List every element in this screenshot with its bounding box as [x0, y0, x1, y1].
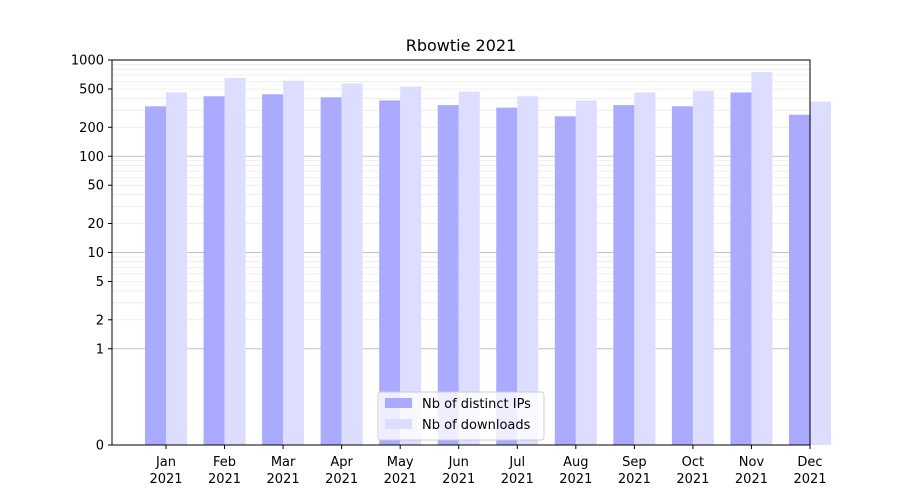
bar-distinct-ips	[613, 105, 635, 445]
x-tick-label-month: Oct	[682, 455, 704, 470]
y-tick-label: 5	[96, 275, 104, 290]
x-tick-label-year: 2021	[618, 472, 651, 487]
bar-distinct-ips	[145, 106, 166, 446]
bar-distinct-ips	[671, 106, 693, 446]
bar-distinct-ips	[203, 96, 225, 445]
bar-downloads	[166, 92, 187, 445]
bar-distinct-ips	[496, 107, 518, 445]
bar-downloads	[283, 80, 305, 446]
bar-downloads	[692, 90, 714, 445]
y-axis: 0 1 2 5 10 20 50 100 200 500 1000	[71, 54, 112, 454]
x-tick-label-year: 2021	[793, 472, 826, 487]
bar-distinct-ips	[554, 116, 576, 446]
legend-label-distinct-ips: Nb of distinct IPs	[422, 397, 531, 412]
bar-distinct-ips	[789, 114, 810, 446]
x-tick-label-month: Aug	[563, 455, 588, 470]
x-tick-label-month: Jun	[448, 455, 469, 470]
legend-swatch-distinct-ips	[385, 398, 412, 408]
x-tick-label-year: 2021	[735, 472, 768, 487]
x-tick-label-year: 2021	[267, 472, 300, 487]
x-tick-label-month: May	[387, 455, 414, 470]
y-tick-label: 0	[96, 439, 104, 454]
y-tick-label: 1	[96, 342, 104, 357]
x-tick-label-month: Nov	[739, 455, 765, 470]
bar-downloads	[575, 100, 597, 445]
bar-distinct-ips	[730, 92, 752, 445]
legend: Nb of distinct IPs Nb of downloads	[377, 391, 545, 441]
y-tick-label: 50	[87, 179, 104, 194]
y-tick-label: 500	[79, 82, 104, 97]
x-tick-label-year: 2021	[208, 472, 241, 487]
x-axis: Jan 2021 Feb 2021 Mar 2021 Apr 2021 May 2021 Jun 20…	[149, 445, 827, 487]
legend-swatch-downloads	[385, 419, 412, 429]
bar-downloads	[810, 101, 831, 446]
x-tick-label-month: Dec	[797, 455, 822, 470]
bar-distinct-ips	[379, 100, 401, 445]
x-tick-label-year: 2021	[325, 472, 358, 487]
x-tick-label-month: Sep	[622, 455, 647, 470]
bar-downloads	[458, 91, 480, 445]
bar-distinct-ips	[320, 97, 342, 445]
bar-downloads	[400, 86, 422, 445]
x-tick-label-year: 2021	[501, 472, 534, 487]
legend-label-downloads: Nb of downloads	[422, 418, 531, 433]
y-tick-label: 20	[87, 217, 104, 232]
bar-downloads	[751, 72, 773, 445]
y-tick-label: 100	[79, 150, 104, 165]
y-tick-label: 200	[79, 121, 104, 136]
x-tick-label-year: 2021	[559, 472, 592, 487]
bar-distinct-ips	[262, 94, 284, 445]
x-tick-label-year: 2021	[442, 472, 475, 487]
bar-downloads	[517, 96, 539, 445]
x-tick-label-month: Feb	[213, 455, 236, 470]
x-tick-label-year: 2021	[676, 472, 709, 487]
x-tick-label-year: 2021	[149, 472, 182, 487]
x-tick-label-month: Apr	[330, 455, 353, 470]
bars-layer	[145, 72, 831, 446]
y-tick-label: 2	[96, 313, 104, 328]
y-tick-label: 1000	[71, 54, 104, 69]
x-tick-label-month: Jul	[508, 455, 525, 470]
y-tick-label: 10	[87, 246, 104, 261]
chart-title: Rbowtie 2021	[406, 36, 517, 55]
x-tick-label-month: Jan	[155, 455, 176, 470]
bar-downloads	[341, 83, 363, 446]
x-tick-label-month: Mar	[271, 455, 296, 470]
bar-downloads	[224, 78, 246, 446]
bar-downloads	[634, 92, 656, 445]
bar-distinct-ips	[437, 105, 459, 445]
legend-box	[377, 391, 545, 441]
x-tick-label-year: 2021	[384, 472, 417, 487]
